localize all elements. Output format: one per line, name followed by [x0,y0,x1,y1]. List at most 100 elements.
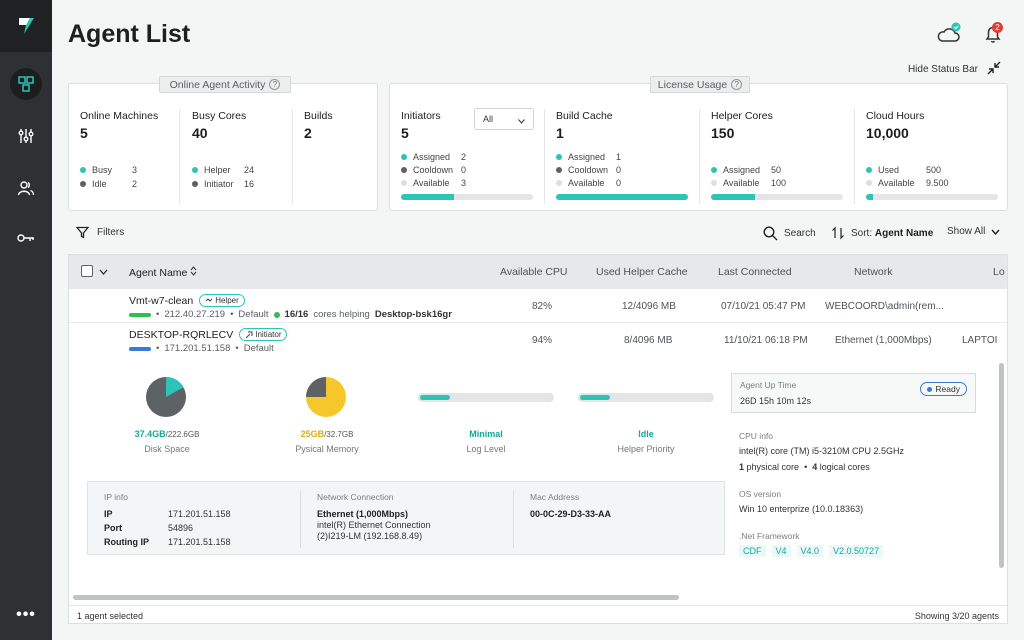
table-row[interactable]: DESKTOP-RQRLECV Initiator • 171.201.51.158… [129,328,998,354]
license-usage-panel: License Usage? Initiators 5 All Assigned… [389,76,1008,211]
framework-tag: V4 [771,545,791,557]
role-badge: Helper [199,294,245,307]
table-row[interactable]: Vmt-w7-clean Helper • 212.40.27.219 • Defaul… [69,289,1007,323]
search-button[interactable]: Search [763,226,816,241]
search-icon [763,226,778,241]
cell-network: WEBCOORD\admin(rem... [825,301,944,312]
ready-status-badge: Ready [920,382,967,396]
sort-arrows-icon [190,266,197,276]
initiators-usage-bar [401,194,533,200]
cell-cpu: 82% [532,301,553,312]
cell-cache: 12/4096 MB [622,301,676,312]
page-title: Agent List [68,20,191,48]
memory-value: 25GB/32.7GB [300,429,354,439]
helper-cores-usage-bar [711,194,843,200]
log-level-slider[interactable] [418,393,554,402]
initiators-cell: Initiators 5 All Assigned 2 Cooldown 0 Ava… [390,84,544,210]
online-activity-tab: Online Agent Activity? [159,76,291,93]
hide-status-bar-link[interactable]: Hide Status Bar [907,64,978,75]
busy-cores-cell: Busy Cores 40 Helper 24 Initiator 16 [192,110,255,189]
cloud-check-icon [937,22,961,42]
filters-button[interactable]: Filters [76,226,124,239]
helper-priority-label: Helper Priority [617,444,675,454]
chevron-down-icon[interactable] [99,269,108,275]
network-connection-info: Network Connection Ethernet (1,000Mbps) … [317,492,431,541]
more-icon[interactable]: ••• [16,606,36,623]
col-last-connected[interactable]: Last Connected [718,266,792,278]
cell-last-connected: 11/10/21 06:18 PM [724,335,808,346]
sort-icon [832,226,844,240]
build-cache-cell: Build Cache 1 Assigned 1 Cooldown 0 Availa… [545,84,699,210]
helper-cores-cell: Helper Cores 150 Assigned 50 Available 100 [700,84,854,210]
showing-count: Showing 3/20 agents [914,611,999,621]
network-info-box: IP info IP 171.201.51.158 Port 54896 Routi… [87,481,725,555]
helper-priority-value: Idle [638,429,654,439]
online-activity-panel: Online Agent Activity? Online Machines 5… [68,76,378,211]
disk-free-slice [166,377,184,397]
chevron-down-icon [518,119,525,124]
app-logo[interactable] [0,0,52,52]
memory-label: Pysical Memory [295,444,359,454]
disk-value: 37.4GB/222.6GB [134,429,200,439]
col-agent-name[interactable]: Agent Name [129,266,197,279]
online-machines-cell: Online Machines 5 Busy 3 Idle 2 [80,110,159,189]
agents-icon [18,76,34,92]
agent-name: Vmt-w7-clean [129,294,194,307]
agent-table: Agent Name Available CPU Used Helper Cac… [68,254,1008,624]
nav-keys[interactable] [0,220,52,256]
license-usage-tab: License Usage? [650,76,750,93]
nav-agents[interactable] [0,66,52,102]
cell-network: Ethernet (1,000Mbps) [835,335,932,346]
nav-settings[interactable] [0,118,52,154]
helper-priority-slider[interactable] [578,393,714,402]
sliders-icon [18,129,34,143]
sort-button[interactable]: Sort: Agent Name [831,226,933,240]
collapse-icon[interactable] [986,60,1002,76]
disk-label: Disk Space [144,444,190,454]
initiator-icon [245,331,253,338]
show-all-dropdown[interactable]: Show All [947,226,1000,237]
table-footer: 1 agent selected Showing 3/20 agents [69,605,1007,623]
mac-address-info: Mac Address 00-0C-29-D3-33-AA [530,492,612,519]
table-header: Agent Name Available CPU Used Helper Cac… [69,255,1007,289]
chevron-down-icon [991,229,1000,235]
select-all-checkbox[interactable] [81,265,93,277]
framework-tag: V2.0.50727 [829,545,884,557]
col-log[interactable]: Lo [993,266,1005,278]
sidebar: ••• [0,0,52,640]
col-network[interactable]: Network [854,266,893,278]
cell-cpu: 94% [532,335,553,346]
disk-pie-chart [146,377,186,417]
framework-tag: V4.0 [796,545,824,557]
build-cache-usage-bar [556,194,688,200]
memory-pie-chart [306,377,346,417]
help-icon[interactable]: ? [731,79,743,90]
cell-cache: 8/4096 MB [624,335,673,346]
horizontal-scrollbar[interactable] [73,595,679,600]
nav-users[interactable] [0,170,52,206]
helper-icon [205,297,213,302]
role-badge: Initiator [239,328,288,341]
initiators-filter-select[interactable]: All [474,108,534,130]
logo-icon [19,18,34,34]
vertical-scrollbar[interactable] [999,363,1004,568]
key-icon [17,234,34,242]
cloud-status-button[interactable] [936,22,961,46]
selection-count: 1 agent selected [77,611,144,621]
cloud-hours-cell: Cloud Hours 10,000 Used 500 Available 9.50… [855,84,1007,210]
os-info: OS version Win 10 enterprize (10.0.18363… [739,489,864,514]
cloud-hours-usage-bar [866,194,998,200]
log-level-label: Log Level [466,444,506,454]
col-available-cpu[interactable]: Available CPU [500,266,568,278]
notifications-button[interactable]: 2 [982,22,1006,46]
cell-log: LAPTOI [962,335,998,346]
col-used-helper-cache[interactable]: Used Helper Cache [596,266,688,278]
cpu-info: CPU info intel(R) core (TM) i5-3210M CPU… [739,431,905,472]
filter-icon [76,226,89,239]
notification-badge: 2 [992,22,1003,33]
ip-info: IP info IP 171.201.51.158 Port 54896 Routi… [104,492,231,547]
memory-free-slice [306,377,326,397]
help-icon[interactable]: ? [269,79,281,90]
builds-cell: Builds 2 [304,110,333,141]
uptime-box: Agent Up Time 26D 15h 10m 12s Ready [731,373,976,413]
